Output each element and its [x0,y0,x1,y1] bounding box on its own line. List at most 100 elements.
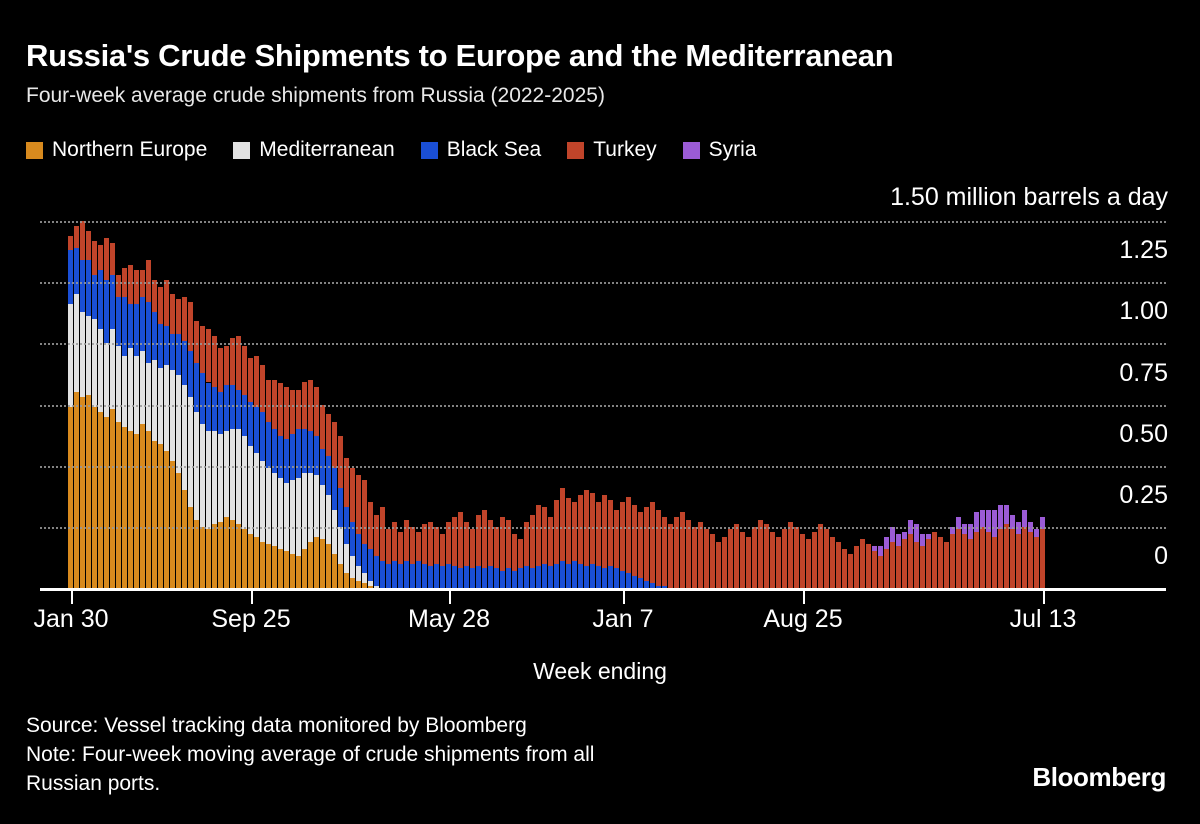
bar-column[interactable] [638,176,644,588]
bar-column[interactable] [560,176,566,588]
bar-column[interactable] [950,176,956,588]
bar-column[interactable] [440,176,446,588]
bar-column[interactable] [146,176,152,588]
bar-column[interactable] [968,176,974,588]
bar-column[interactable] [698,176,704,588]
bar-column[interactable] [110,176,116,588]
bar-column[interactable] [962,176,968,588]
bar-column[interactable] [710,176,716,588]
bar-column[interactable] [920,176,926,588]
bar-column[interactable] [398,176,404,588]
bar-column[interactable] [212,176,218,588]
bar-column[interactable] [344,176,350,588]
bar-column[interactable] [266,176,272,588]
bar-column[interactable] [530,176,536,588]
bar-column[interactable] [1010,176,1016,588]
bar-column[interactable] [452,176,458,588]
bar-column[interactable] [200,176,206,588]
bar-column[interactable] [380,176,386,588]
bar-column[interactable] [656,176,662,588]
bar-column[interactable] [824,176,830,588]
bar-column[interactable] [188,176,194,588]
bar-column[interactable] [464,176,470,588]
bar-column[interactable] [746,176,752,588]
bar-column[interactable] [476,176,482,588]
bar-column[interactable] [116,176,122,588]
bar-column[interactable] [500,176,506,588]
bar-column[interactable] [170,176,176,588]
bar-column[interactable] [722,176,728,588]
bar-column[interactable] [248,176,254,588]
bar-column[interactable] [254,176,260,588]
legend-item-black-sea[interactable]: Black Sea [420,138,541,162]
bar-column[interactable] [152,176,158,588]
bar-column[interactable] [128,176,134,588]
bar-column[interactable] [284,176,290,588]
bar-column[interactable] [1022,176,1028,588]
legend-item-mediterranean[interactable]: Mediterranean [233,138,395,162]
bar-column[interactable] [632,176,638,588]
bar-column[interactable] [980,176,986,588]
bar-column[interactable] [680,176,686,588]
bar-column[interactable] [902,176,908,588]
bar-column[interactable] [614,176,620,588]
bar-column[interactable] [230,176,236,588]
bar-column[interactable] [98,176,104,588]
bar-column[interactable] [764,176,770,588]
bar-column[interactable] [644,176,650,588]
bar-column[interactable] [734,176,740,588]
bar-column[interactable] [884,176,890,588]
bar-column[interactable] [392,176,398,588]
bar-column[interactable] [404,176,410,588]
bar-column[interactable] [206,176,212,588]
bar-column[interactable] [92,176,98,588]
bar-column[interactable] [794,176,800,588]
bar-column[interactable] [872,176,878,588]
bar-column[interactable] [80,176,86,588]
bar-column[interactable] [926,176,932,588]
bar-column[interactable] [608,176,614,588]
bar-column[interactable] [602,176,608,588]
bar-column[interactable] [740,176,746,588]
bar-column[interactable] [536,176,542,588]
bar-column[interactable] [716,176,722,588]
bar-column[interactable] [596,176,602,588]
bar-column[interactable] [854,176,860,588]
bar-column[interactable] [350,176,356,588]
legend-item-northern-europe[interactable]: Northern Europe [26,138,207,162]
bar-column[interactable] [1034,176,1040,588]
legend-item-syria[interactable]: Syria [682,138,757,162]
bar-column[interactable] [224,176,230,588]
bar-column[interactable] [998,176,1004,588]
bar-column[interactable] [770,176,776,588]
bar-column[interactable] [704,176,710,588]
legend-item-turkey[interactable]: Turkey [567,138,657,162]
bar-column[interactable] [662,176,668,588]
bar-column[interactable] [572,176,578,588]
bar-column[interactable] [422,176,428,588]
bar-column[interactable] [686,176,692,588]
bar-column[interactable] [974,176,980,588]
bar-column[interactable] [578,176,584,588]
bar-column[interactable] [776,176,782,588]
bar-column[interactable] [932,176,938,588]
bar-column[interactable] [812,176,818,588]
bar-column[interactable] [134,176,140,588]
bar-column[interactable] [650,176,656,588]
bar-column[interactable] [182,176,188,588]
bar-column[interactable] [410,176,416,588]
bar-column[interactable] [374,176,380,588]
bar-column[interactable] [758,176,764,588]
bar-column[interactable] [836,176,842,588]
bar-column[interactable] [890,176,896,588]
bar-column[interactable] [290,176,296,588]
bar-column[interactable] [104,176,110,588]
bar-column[interactable] [518,176,524,588]
bar-column[interactable] [278,176,284,588]
bar-column[interactable] [956,176,962,588]
bar-column[interactable] [806,176,812,588]
bar-column[interactable] [788,176,794,588]
bar-column[interactable] [1004,176,1010,588]
bar-column[interactable] [218,176,224,588]
bar-column[interactable] [362,176,368,588]
